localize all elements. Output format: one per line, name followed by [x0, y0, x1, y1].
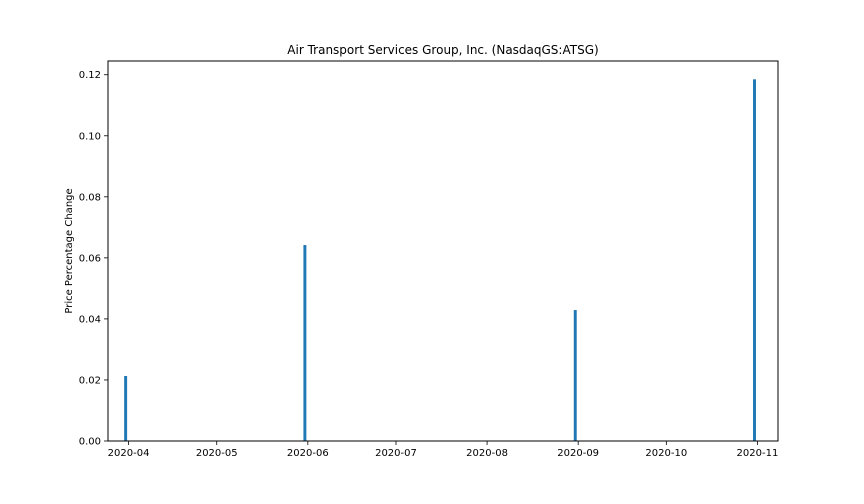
bars-group [124, 79, 756, 441]
x-tick-label: 2020-08 [466, 448, 508, 459]
bar-2020-03-31 [124, 375, 128, 441]
x-tick-label: 2020-09 [557, 448, 599, 459]
x-axis-ticks: 2020-04 2020-05 2020-06 2020-07 2020-08 2020-… [108, 441, 779, 459]
chart-title: Air Transport Services Group, Inc. (Nasd… [287, 43, 598, 57]
y-tick-label: 0.06 [79, 253, 101, 264]
y-axis-ticks: 0.00 0.02 0.04 0.06 0.08 0.10 0.12 [79, 70, 108, 448]
y-tick-label: 0.00 [79, 437, 101, 448]
bar-2020-05-31 [303, 245, 307, 441]
x-tick-label: 2020-06 [287, 448, 329, 459]
y-tick-label: 0.10 [79, 131, 101, 142]
plot-frame [107, 60, 779, 442]
x-tick-label: 2020-04 [108, 448, 150, 459]
x-tick-label: 2020-11 [737, 448, 779, 459]
x-tick-label: 2020-05 [196, 448, 238, 459]
x-tick-label: 2020-10 [645, 448, 687, 459]
y-tick-label: 0.08 [79, 192, 101, 203]
y-tick-label: 0.12 [79, 70, 101, 81]
y-tick-label: 0.02 [79, 375, 101, 386]
bar-2020-10-31 [753, 79, 756, 441]
y-axis-label: Price Percentage Change [64, 188, 75, 313]
x-tick-label: 2020-07 [375, 448, 417, 459]
bar-2020-08-31 [573, 310, 577, 441]
y-tick-label: 0.04 [79, 314, 101, 325]
